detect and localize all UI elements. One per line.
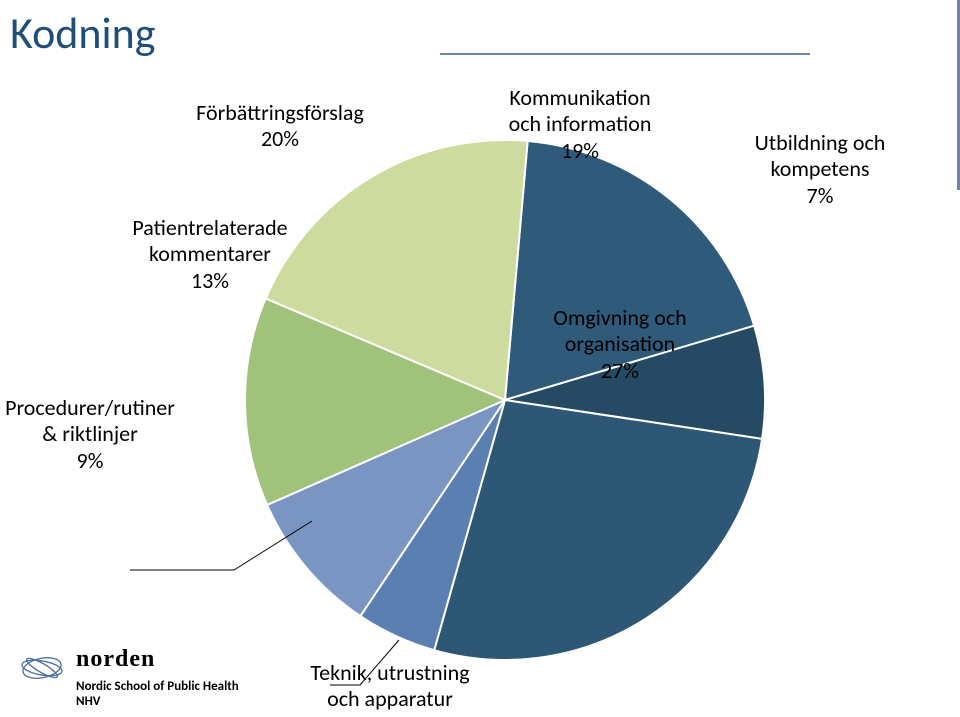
footer-abbr: NHV xyxy=(76,694,239,709)
pie-label: Kommunikationoch information19% xyxy=(450,85,710,164)
pie-label: Patientrelateradekommentarer13% xyxy=(80,215,340,294)
pie-label: Procedurer/rutiner& riktlinjer9% xyxy=(0,395,220,474)
swirl-icon xyxy=(20,646,64,690)
pie-label: Teknik, utrustningoch apparatur5% xyxy=(260,660,520,717)
footer-school: Nordic School of Public Health xyxy=(76,679,239,694)
footer-brand: norden xyxy=(76,646,239,673)
pie-label: Omgivning ochorganisation27% xyxy=(490,305,750,384)
pie-label: Förbättringsförslag20% xyxy=(150,100,410,153)
pie-label: Utbildning ochkompetens7% xyxy=(690,130,950,209)
footer-logo: norden Nordic School of Public Health NH… xyxy=(20,646,239,709)
